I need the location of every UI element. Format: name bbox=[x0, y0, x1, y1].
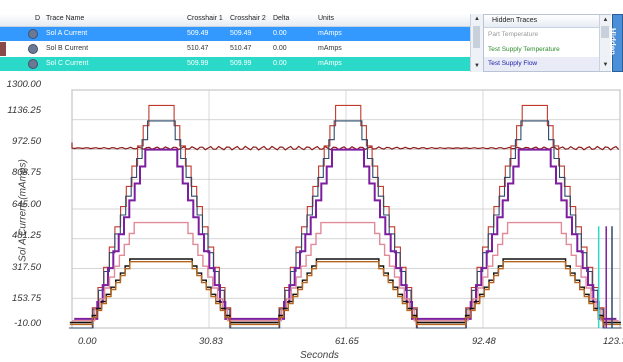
y-tick-label: 645.00 bbox=[11, 199, 41, 210]
units-value: mAmps bbox=[318, 60, 342, 67]
x-tick-label: 61.65 bbox=[335, 336, 359, 347]
delta-value: 0.00 bbox=[273, 30, 287, 37]
hidden-trace-item[interactable]: Test Supply Temperature bbox=[488, 46, 560, 53]
hidden-traces-panel: Hidden Traces Part Temperature Test Supp… bbox=[483, 14, 611, 72]
y-tick-label: 153.75 bbox=[11, 293, 41, 304]
col-units[interactable]: Units bbox=[318, 15, 334, 22]
trace-color-swatch bbox=[0, 27, 6, 41]
col-d[interactable]: D bbox=[35, 15, 41, 22]
y-tick-label: 1136.25 bbox=[7, 105, 41, 116]
scroll-thumb[interactable] bbox=[601, 26, 609, 38]
hidden-trace-item[interactable]: Test Supply Flow bbox=[484, 57, 600, 71]
hidden-trace-item[interactable]: Part Temperature bbox=[488, 31, 539, 38]
crosshair1-value: 509.49 bbox=[187, 30, 209, 37]
hidden-traces-header: Hidden Traces bbox=[484, 15, 600, 28]
y-axis-label: Sol A Current (mAmps) bbox=[17, 159, 29, 262]
delta-value: 0.00 bbox=[273, 60, 287, 67]
trace-name: Sol C Current bbox=[46, 60, 89, 67]
trace-color-swatch bbox=[0, 57, 6, 71]
y-tick-label: 317.50 bbox=[11, 262, 41, 273]
scroll-down-icon[interactable]: ▼ bbox=[474, 63, 480, 69]
series-line-second bbox=[69, 120, 621, 329]
x-tick-label: 123.3 bbox=[603, 336, 623, 347]
units-value: mAmps bbox=[318, 30, 342, 37]
y-tick-label: 481.25 bbox=[11, 230, 41, 241]
trace-table-header: D Trace Name Crosshair 1 Crosshair 2 Del… bbox=[0, 14, 482, 27]
y-tick-label: 1300.00 bbox=[6, 79, 41, 90]
crosshair1-value: 510.47 bbox=[187, 45, 209, 52]
trace-row-sol-b[interactable]: Sol B Current 510.47 510.47 0.00 mAmps bbox=[0, 42, 470, 56]
trace-settings-icon[interactable] bbox=[28, 44, 38, 54]
series-line-purple bbox=[74, 148, 617, 320]
trace-name: Sol A Current bbox=[46, 30, 88, 37]
trace-row-sol-c[interactable]: Sol C Current 509.99 509.99 0.00 mAmps bbox=[0, 57, 470, 71]
units-value: mAmps bbox=[318, 45, 342, 52]
scroll-up-icon[interactable]: ▲ bbox=[474, 16, 480, 22]
x-axis-label: Seconds bbox=[300, 350, 339, 361]
scroll-up-icon[interactable]: ▲ bbox=[602, 17, 609, 23]
series-line-brown bbox=[69, 261, 621, 326]
delta-value: 0.00 bbox=[273, 45, 287, 52]
hidden-traces-scrollbar[interactable]: ▲ ▼ bbox=[599, 15, 611, 71]
scroll-down-icon[interactable]: ▼ bbox=[602, 62, 609, 68]
trace-name: Sol B Current bbox=[46, 45, 89, 52]
trace-settings-icon[interactable] bbox=[28, 59, 38, 69]
crosshair2-value: 509.49 bbox=[230, 30, 252, 37]
col-crosshair2[interactable]: Crosshair 2 bbox=[230, 15, 266, 22]
col-delta[interactable]: Delta bbox=[273, 15, 290, 22]
trace-table-scrollbar[interactable]: ▲ ▼ bbox=[470, 14, 483, 72]
x-tick-label: 30.83 bbox=[199, 336, 223, 347]
x-tick-label: 0.00 bbox=[78, 336, 97, 347]
y-tick-label: -10.00 bbox=[14, 318, 41, 329]
series-line-black bbox=[69, 258, 621, 324]
trace-settings-icon[interactable] bbox=[28, 29, 38, 39]
col-crosshair1[interactable]: Crosshair 1 bbox=[187, 15, 223, 22]
crosshair1-value: 509.99 bbox=[187, 60, 209, 67]
y-tick-label: 972.50 bbox=[11, 136, 41, 147]
crosshair2-value: 509.99 bbox=[230, 60, 252, 67]
scroll-thumb[interactable] bbox=[473, 26, 480, 48]
trace-row-sol-a[interactable]: Sol A Current 509.49 509.49 0.00 mAmps bbox=[0, 27, 470, 41]
x-tick-label: 92.48 bbox=[472, 336, 496, 347]
crosshair2-value: 510.47 bbox=[230, 45, 252, 52]
col-trace-name[interactable]: Trace Name bbox=[46, 15, 85, 22]
series-line-pink bbox=[72, 221, 619, 322]
series-line-outer bbox=[68, 104, 622, 329]
trace-color-swatch bbox=[0, 42, 6, 56]
y-tick-label: 808.75 bbox=[11, 167, 41, 178]
